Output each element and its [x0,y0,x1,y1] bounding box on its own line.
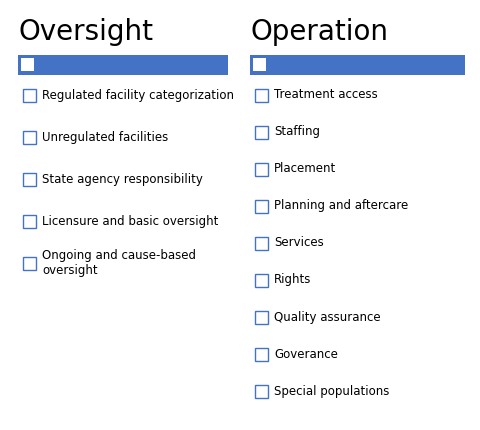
Bar [23,130,36,144]
Text: Operation: Operation [250,18,388,46]
Bar [253,58,266,71]
Text: Special populations: Special populations [274,384,389,397]
Bar [255,237,268,249]
Text: Goverance: Goverance [274,347,338,360]
Text: State agency responsibility: State agency responsibility [42,172,203,185]
Bar [21,58,34,71]
Text: Staffing: Staffing [274,126,320,138]
Text: Unregulated facilities: Unregulated facilities [42,130,168,144]
Text: Ongoing and cause-based
oversight: Ongoing and cause-based oversight [42,249,196,277]
Bar [255,163,268,175]
Bar [23,172,36,185]
Bar [255,384,268,397]
Bar [23,257,36,270]
Bar [23,215,36,227]
Text: Oversight: Oversight [18,18,153,46]
Bar [23,89,36,101]
Text: Treatment access: Treatment access [274,89,378,101]
Bar [255,89,268,101]
Bar [255,347,268,360]
Text: Services: Services [274,237,324,249]
Bar [250,55,465,75]
Bar [255,200,268,212]
Text: Planning and aftercare: Planning and aftercare [274,200,408,212]
Bar [18,55,228,75]
Bar [255,273,268,286]
Text: Licensure and basic oversight: Licensure and basic oversight [42,215,218,227]
Text: Quality assurance: Quality assurance [274,310,381,323]
Text: Placement: Placement [274,163,336,175]
Bar [255,126,268,138]
Bar [255,310,268,323]
Text: Regulated facility categorization: Regulated facility categorization [42,89,234,101]
Text: Rights: Rights [274,273,312,286]
